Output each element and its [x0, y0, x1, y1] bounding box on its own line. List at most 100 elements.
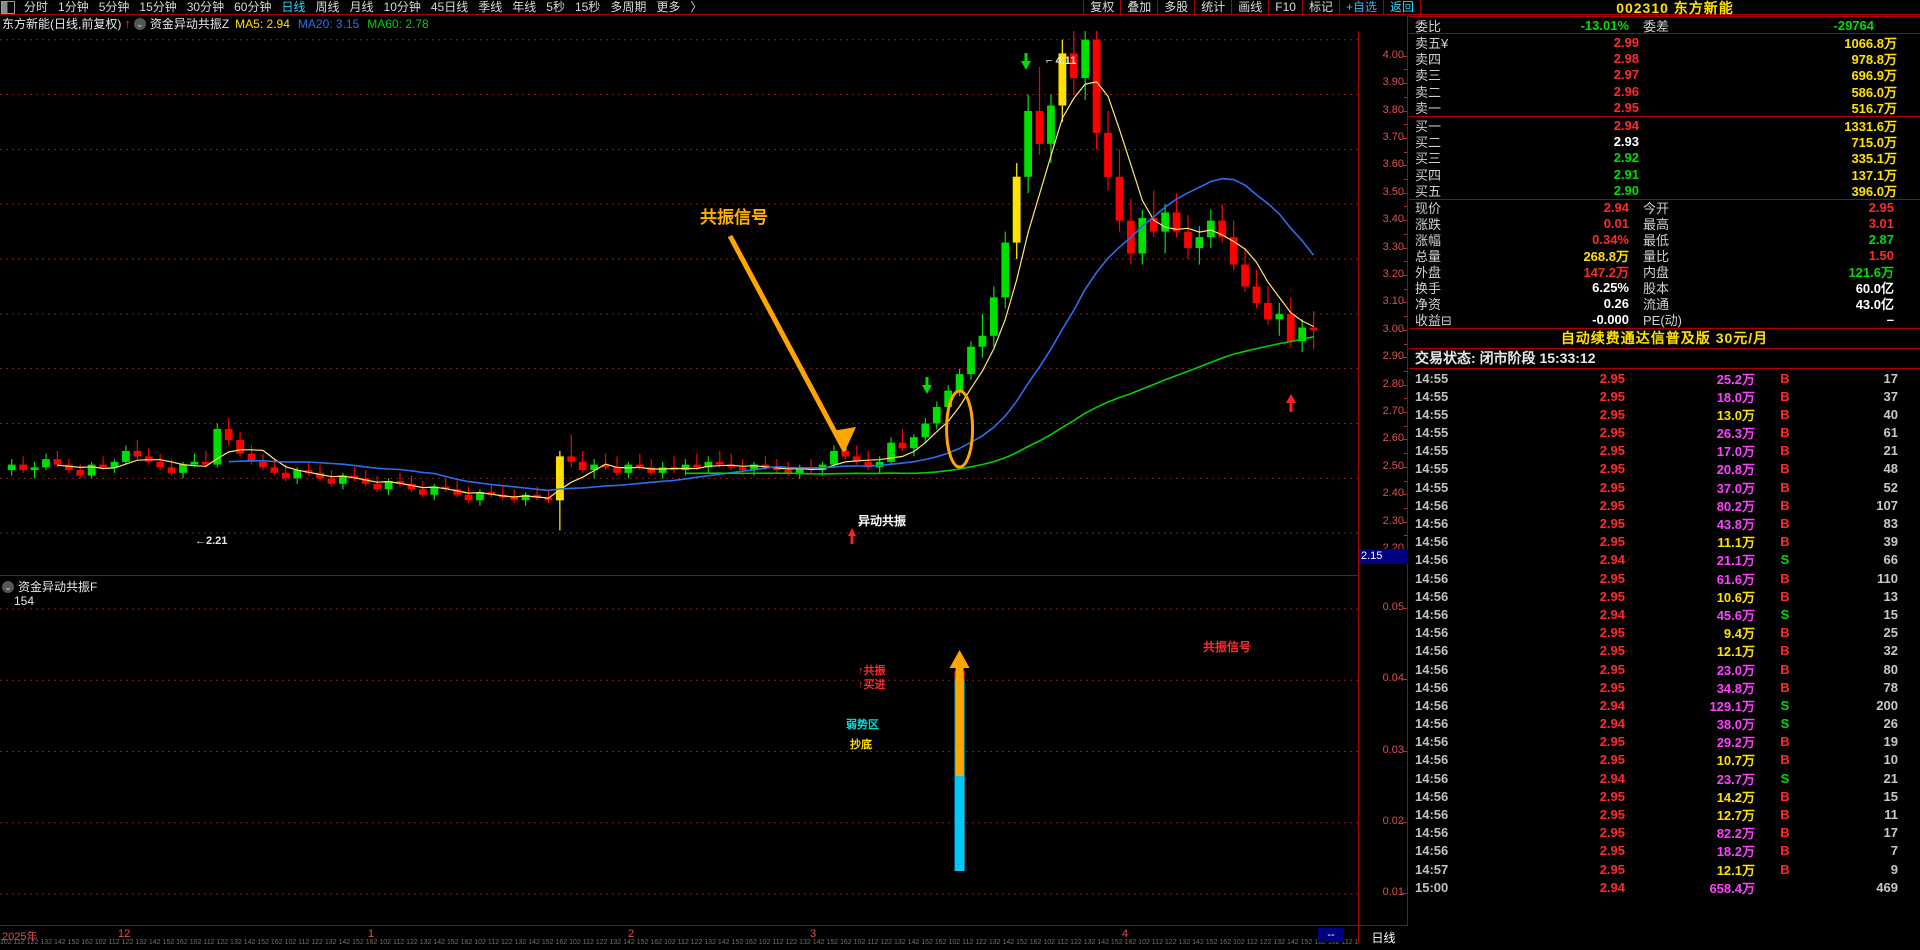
- period-10[interactable]: 45日线: [430, 0, 469, 14]
- ask-row[interactable]: 卖一 2.95 516.7万: [1409, 100, 1920, 116]
- tick-side: S: [1780, 697, 1790, 713]
- subscription-banner[interactable]: 自动续费通达信普及版 30元/月: [1560, 330, 1769, 347]
- tick-mark: [1402, 302, 1407, 304]
- tick-row[interactable]: 14:55 2.95 26.3万 B 61: [1409, 423, 1920, 441]
- tick-mark-minor: [1404, 370, 1407, 372]
- period-13[interactable]: 5秒: [546, 0, 565, 14]
- stat-row-1: 涨跌 0.01 最高 3.01: [1409, 216, 1920, 232]
- period-5[interactable]: 60分钟: [234, 0, 272, 14]
- tick-row[interactable]: 14:56 2.94 21.1万 S 66: [1409, 551, 1920, 569]
- period-4[interactable]: 30分钟: [186, 0, 225, 14]
- tick-row[interactable]: 14:56 2.95 9.4万 B 25: [1409, 624, 1920, 642]
- period-8[interactable]: 月线: [349, 0, 374, 14]
- tick-row[interactable]: 14:56 2.95 80.2万 B 107: [1409, 496, 1920, 514]
- period-12[interactable]: 年线: [512, 0, 537, 14]
- tick-row[interactable]: 14:56 2.94 45.6万 S 15: [1409, 605, 1920, 623]
- bid-row[interactable]: 买五 2.90 396.0万: [1409, 183, 1920, 199]
- tick-row[interactable]: 15:00 2.94 658.4万 469: [1409, 878, 1920, 896]
- period-15[interactable]: 多周期: [610, 0, 647, 14]
- period-11[interactable]: 季线: [478, 0, 503, 14]
- price-tick-3.80: 3.80: [1382, 103, 1404, 116]
- stat-value-b: 2.87: [1868, 232, 1894, 248]
- ask-row[interactable]: 卖四 2.98 978.8万: [1409, 50, 1920, 67]
- toolbar-btn-4[interactable]: 画线: [1232, 0, 1270, 15]
- toolbar-btn-1[interactable]: 叠加: [1121, 0, 1159, 15]
- tick-row[interactable]: 14:56 2.95 10.6万 B 13: [1409, 587, 1920, 605]
- tick-count: 110: [1877, 570, 1898, 586]
- clock-icon[interactable]: ⌄: [133, 17, 146, 30]
- tick-row[interactable]: 14:56 2.95 82.2万 B 17: [1409, 824, 1920, 842]
- toolbar-btn-8[interactable]: 返回: [1384, 0, 1421, 15]
- bid-row[interactable]: 买二 2.93 715.0万: [1409, 133, 1920, 150]
- tick-price: 2.95: [1599, 843, 1625, 859]
- tick-row[interactable]: 14:55 2.95 13.0万 B 40: [1409, 405, 1920, 423]
- tick-amount: 37.0万: [1716, 480, 1755, 496]
- indicator-name[interactable]: 资金异动共振Z: [149, 17, 230, 31]
- stat-label-b: 股本: [1643, 281, 1670, 297]
- tick-mark-minor: [1404, 233, 1407, 235]
- sub-indicator-chart[interactable]: ⌄ 资金异动共振F 154 共振信号 ↑共振 ↑买进 弱势区 抄底: [0, 575, 1359, 943]
- period-16[interactable]: 更多: [656, 0, 681, 14]
- tick-row[interactable]: 14:56 2.95 61.6万 B 110: [1409, 569, 1920, 587]
- sub-indicator-svg: [0, 608, 1359, 895]
- toolbar-btn-7[interactable]: +自选: [1340, 0, 1384, 15]
- tick-row[interactable]: 14:56 2.95 18.2万 B 7: [1409, 842, 1920, 860]
- period-14[interactable]: 15秒: [574, 0, 601, 14]
- tick-mark: [1402, 137, 1407, 139]
- tick-amount: 20.8万: [1716, 462, 1755, 478]
- period-17[interactable]: 〉: [690, 0, 703, 14]
- tick-row[interactable]: 14:56 2.95 10.7万 B 10: [1409, 751, 1920, 769]
- sub-indicator-name[interactable]: 资金异动共振F: [18, 580, 98, 594]
- toolbar-btn-2[interactable]: 多股: [1158, 0, 1196, 15]
- tick-side: B: [1780, 370, 1790, 386]
- main-candlestick-chart[interactable]: 共振信号 异动共振 ⌐ 4.11 ←2.21: [0, 31, 1359, 575]
- ask-row[interactable]: 卖三 2.97 696.9万: [1409, 67, 1920, 83]
- price-tick-2.40: 2.40: [1382, 487, 1404, 500]
- tick-row[interactable]: 14:55 2.95 20.8万 B 48: [1409, 460, 1920, 478]
- tick-row[interactable]: 14:56 2.95 14.2万 B 15: [1409, 787, 1920, 805]
- period-7[interactable]: 周线: [315, 0, 340, 14]
- stat-label-b: 最低: [1643, 233, 1670, 249]
- tick-price: 2.95: [1599, 643, 1625, 659]
- toolbar-btn-6[interactable]: 标记: [1303, 0, 1340, 15]
- stat-row-5: 换手 6.25% 股本 60.0亿: [1409, 280, 1920, 296]
- toolbar-btn-3[interactable]: 统计: [1195, 0, 1233, 15]
- bid-row[interactable]: 买一 2.94 1331.6万: [1409, 117, 1920, 134]
- tick-row[interactable]: 14:56 2.95 11.1万 B 39: [1409, 533, 1920, 551]
- period-6[interactable]: 日线: [281, 0, 306, 14]
- toolbar-btn-5[interactable]: F10: [1269, 0, 1303, 15]
- period-indicator-box[interactable]: 日线: [1359, 925, 1408, 949]
- tick-time: 14:57: [1415, 861, 1449, 877]
- period-1[interactable]: 1分钟: [58, 0, 89, 14]
- ask-row[interactable]: 卖五¥ 2.99 1066.8万: [1409, 34, 1920, 51]
- period-2[interactable]: 5分钟: [98, 0, 130, 14]
- tick-row[interactable]: 14:56 2.95 12.1万 B 32: [1409, 642, 1920, 660]
- tick-row[interactable]: 14:56 2.95 29.2万 B 19: [1409, 733, 1920, 751]
- bid-row[interactable]: 买四 2.91 137.1万: [1409, 166, 1920, 183]
- bid-row[interactable]: 买三 2.92 335.1万: [1409, 150, 1920, 166]
- tick-row[interactable]: 14:56 2.94 129.1万 S 200: [1409, 696, 1920, 714]
- scroll-nav-box[interactable]: --: [1318, 928, 1344, 942]
- tick-row[interactable]: 14:55 2.95 25.2万 B 17: [1409, 369, 1920, 387]
- period-9[interactable]: 10分钟: [383, 0, 421, 14]
- tick-row[interactable]: 14:56 2.95 23.0万 B 80: [1409, 660, 1920, 678]
- tick-row[interactable]: 14:56 2.94 38.0万 S 26: [1409, 714, 1920, 732]
- tick-time: 14:56: [1415, 807, 1449, 822]
- tick-row[interactable]: 14:55 2.95 18.0万 B 37: [1409, 387, 1920, 405]
- tick-list[interactable]: 14:55 2.95 25.2万 B 17 14:55 2.95 18.0万 B …: [1409, 369, 1920, 896]
- toolbar-btn-0[interactable]: 复权: [1084, 0, 1122, 15]
- ask-row[interactable]: 卖二 2.96 586.0万: [1409, 83, 1920, 100]
- tick-row[interactable]: 14:55 2.95 17.0万 B 21: [1409, 442, 1920, 460]
- tick-time: 14:56: [1415, 770, 1449, 786]
- tick-row[interactable]: 14:55 2.95 37.0万 B 52: [1409, 478, 1920, 496]
- tick-row[interactable]: 14:56 2.94 23.7万 S 21: [1409, 769, 1920, 787]
- tick-row[interactable]: 14:56 2.95 43.8万 B 83: [1409, 514, 1920, 532]
- tick-mark-minor: [1404, 316, 1407, 318]
- tick-row[interactable]: 14:56 2.95 34.8万 B 78: [1409, 678, 1920, 696]
- period-3[interactable]: 15分钟: [139, 0, 177, 14]
- tick-row[interactable]: 14:56 2.95 12.7万 B 11: [1409, 805, 1920, 823]
- tick-row[interactable]: 14:57 2.95 12.1万 B 9: [1409, 860, 1920, 878]
- sub-clock-icon[interactable]: ⌄: [2, 580, 14, 593]
- window-icon[interactable]: [1, 0, 15, 14]
- period-0[interactable]: 分时: [24, 0, 49, 14]
